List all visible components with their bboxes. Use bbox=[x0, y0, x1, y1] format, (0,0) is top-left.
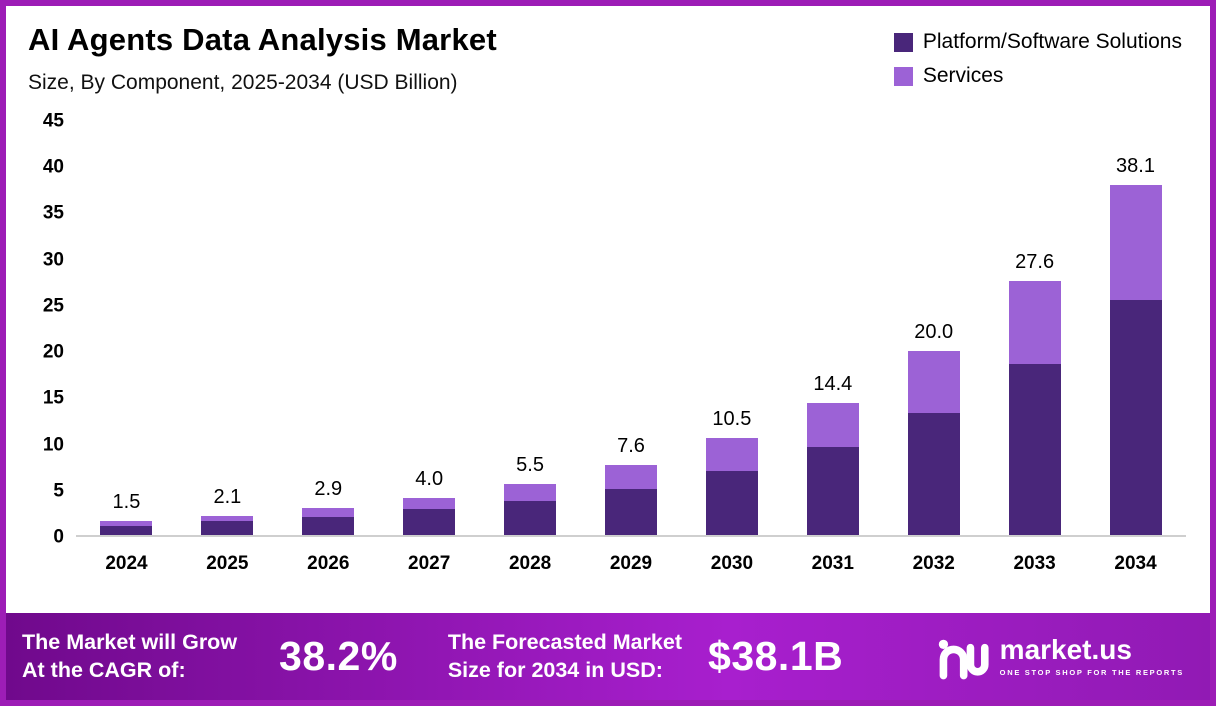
y-tick-label-40: 40 bbox=[42, 156, 64, 178]
bar-total-label-2027: 4.0 bbox=[415, 468, 444, 491]
bar-total-label-2025: 2.1 bbox=[213, 485, 242, 508]
bar-segment-platform-2030 bbox=[705, 470, 758, 535]
chart-title: AI Agents Data Analysis Market bbox=[28, 22, 497, 57]
bar-total-label-2033: 27.6 bbox=[1015, 251, 1055, 274]
bar-segment-services-2033 bbox=[1008, 281, 1061, 364]
forecast-value: $38.1B bbox=[708, 633, 844, 679]
y-axis-spacer bbox=[20, 537, 76, 575]
bar-group-2025: 2.1 bbox=[177, 121, 278, 535]
header: AI Agents Data Analysis Market Size, By … bbox=[6, 6, 1210, 95]
x-axis: 2024 2025 2026 2027 2028 2029 2030 2031 2032 2033… bbox=[76, 537, 1186, 575]
bar-total-label-2024: 1.5 bbox=[112, 491, 141, 514]
bar-segment-platform-2026 bbox=[302, 516, 355, 535]
x-axis-label-2025: 2025 bbox=[206, 553, 249, 574]
market-us-logo-icon bbox=[935, 630, 989, 684]
x-axis-label-2030: 2030 bbox=[710, 553, 754, 574]
bar-segment-platform-2032 bbox=[907, 412, 960, 535]
title-block: AI Agents Data Analysis Market Size, By … bbox=[28, 22, 497, 95]
cagr-label: The Market will Grow At the CAGR of: bbox=[22, 629, 238, 682]
y-tick-label-35: 35 bbox=[42, 202, 64, 224]
x-axis-label-2034: 2034 bbox=[1114, 553, 1157, 574]
bar-segment-services-2026 bbox=[302, 508, 355, 517]
bar-segment-platform-2028 bbox=[504, 500, 557, 535]
brand: market.us ONE STOP SHOP FOR THE REPORTS bbox=[935, 630, 1184, 684]
legend-item-platform: Platform/Software Solutions bbox=[893, 30, 1182, 54]
y-axis: 0 5 10 15 20 25 30 35 40 45 bbox=[20, 112, 76, 547]
bar-total-label-2029: 7.6 bbox=[617, 435, 645, 458]
bar-group-2027: 4.0 bbox=[379, 121, 480, 535]
x-axis-label-2032: 2032 bbox=[912, 553, 955, 574]
bar-segment-services-2027 bbox=[403, 498, 456, 510]
bar-total-label-2034: 38.1 bbox=[1116, 154, 1155, 177]
bar-group-2026: 2.9 bbox=[278, 121, 379, 535]
bar-group-2034: 38.1 bbox=[1085, 121, 1186, 535]
bar-segment-services-2028 bbox=[504, 484, 557, 501]
bar-segment-platform-2031 bbox=[806, 446, 859, 535]
bar-segment-platform-2029 bbox=[604, 489, 657, 535]
bar-segment-services-2029 bbox=[604, 465, 657, 489]
legend-label-services: Services bbox=[922, 64, 1004, 87]
bar-segment-platform-2024 bbox=[100, 525, 153, 535]
legend: Platform/Software Solutions Services bbox=[893, 22, 1182, 95]
bar-segment-services-2030 bbox=[705, 438, 758, 471]
bar-total-label-2030: 10.5 bbox=[712, 408, 752, 431]
bar-total-label-2028: 5.5 bbox=[516, 454, 544, 477]
legend-item-services: Services bbox=[893, 64, 1182, 88]
stacked-bar-chart: 0 5 10 15 20 25 30 35 40 45 1.5 2.1 2.9 4.0 5.5 7.6 10.… bbox=[20, 112, 1186, 575]
cagr-value: 38.2% bbox=[279, 633, 398, 679]
bar-segment-platform-2034 bbox=[1109, 300, 1162, 535]
legend-swatch bbox=[893, 66, 913, 86]
bar-segment-platform-2033 bbox=[1008, 363, 1061, 535]
bar-group-2028: 5.5 bbox=[480, 121, 581, 535]
bar-group-2029: 7.6 bbox=[581, 121, 682, 535]
bar-group-2032: 20.0 bbox=[883, 121, 984, 535]
x-axis-label-2028: 2028 bbox=[508, 553, 552, 574]
legend-swatch bbox=[893, 32, 913, 52]
bar-group-2030: 10.5 bbox=[681, 121, 782, 535]
footer-banner: The Market will Grow At the CAGR of: 38.… bbox=[6, 613, 1210, 700]
bar-total-label-2032: 20.0 bbox=[914, 321, 954, 344]
forecast-label: The Forecasted Market Size for 2034 in U… bbox=[447, 629, 683, 682]
x-axis-label-2026: 2026 bbox=[307, 553, 350, 574]
brand-tagline: ONE STOP SHOP FOR THE REPORTS bbox=[999, 668, 1184, 677]
x-axis-label-2031: 2031 bbox=[811, 553, 854, 574]
bar-total-label-2031: 14.4 bbox=[813, 372, 853, 395]
x-axis-label-2024: 2024 bbox=[105, 553, 148, 574]
bar-segment-services-2034 bbox=[1109, 184, 1162, 301]
x-axis-label-2029: 2029 bbox=[609, 553, 653, 574]
brand-text: market.us ONE STOP SHOP FOR THE REPORTS bbox=[999, 634, 1184, 678]
bar-segment-platform-2025 bbox=[201, 521, 254, 535]
brand-name: market.us bbox=[999, 634, 1132, 665]
bars-row: 1.5 2.1 2.9 4.0 5.5 7.6 10.5 14.4 20.0 27.6 38.1 bbox=[76, 121, 1186, 535]
bar-group-2024: 1.5 bbox=[76, 121, 177, 535]
bar-segment-services-2031 bbox=[806, 402, 859, 447]
y-tick-label-0: 0 bbox=[53, 526, 64, 548]
y-tick-label-30: 30 bbox=[42, 249, 64, 271]
y-tick-label-45: 45 bbox=[42, 110, 64, 132]
bar-segment-services-2024 bbox=[100, 521, 153, 526]
bar-group-2033: 27.6 bbox=[984, 121, 1085, 535]
bar-segment-services-2032 bbox=[907, 351, 960, 413]
bar-total-label-2026: 2.9 bbox=[314, 478, 343, 501]
bar-segment-platform-2027 bbox=[403, 509, 456, 535]
y-tick-label-15: 15 bbox=[42, 387, 64, 409]
y-tick-label-20: 20 bbox=[42, 341, 64, 363]
bar-group-2031: 14.4 bbox=[782, 121, 883, 535]
legend-label-platform: Platform/Software Solutions bbox=[922, 30, 1182, 53]
x-axis-label-2033: 2033 bbox=[1013, 553, 1056, 574]
chart-subtitle: Size, By Component, 2025-2034 (USD Billi… bbox=[28, 71, 458, 94]
y-tick-label-10: 10 bbox=[42, 434, 64, 456]
x-axis-label-2027: 2027 bbox=[408, 553, 451, 574]
y-tick-label-5: 5 bbox=[53, 480, 64, 502]
bar-segment-services-2025 bbox=[201, 515, 254, 522]
plot-area: 1.5 2.1 2.9 4.0 5.5 7.6 10.5 14.4 20.0 27.6 38.1 bbox=[76, 121, 1186, 537]
y-tick-label-25: 25 bbox=[42, 295, 64, 317]
